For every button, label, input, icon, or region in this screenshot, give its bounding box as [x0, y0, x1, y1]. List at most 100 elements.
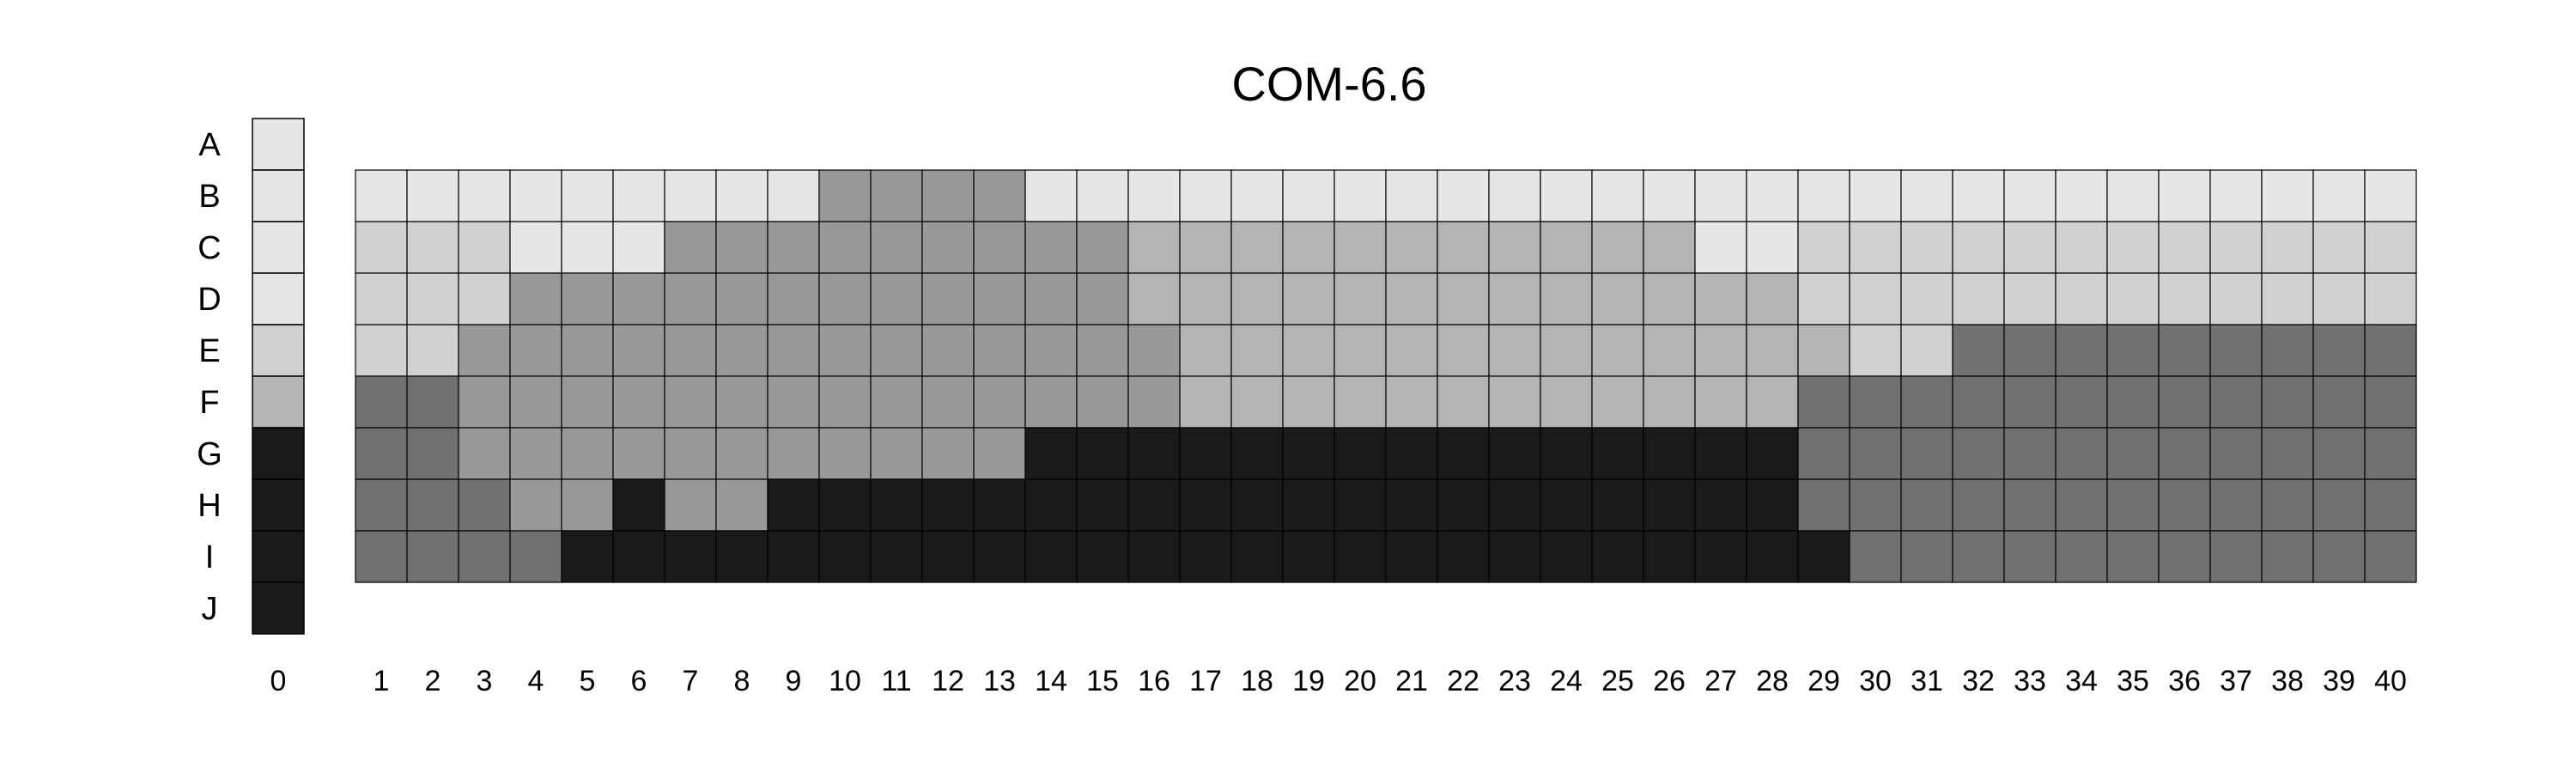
cell-c-7	[664, 221, 717, 274]
cell-f-32	[1952, 375, 2005, 429]
cell-g-26	[1643, 427, 1696, 480]
cell-i-12	[921, 530, 975, 583]
cell-b-35	[2106, 169, 2160, 222]
cell-i-28	[1746, 530, 1799, 583]
cell-g-19	[1282, 427, 1335, 480]
cell-d-28	[1746, 272, 1799, 326]
cell-f-13	[973, 375, 1026, 429]
cell-g-9	[767, 427, 820, 480]
cell-c-20	[1334, 221, 1387, 274]
cell-b-22	[1437, 169, 1490, 222]
row-label-c: C	[197, 230, 221, 266]
cell-b-40	[2364, 169, 2417, 222]
column-label-39: 39	[2323, 665, 2355, 697]
cell-d-31	[1900, 272, 1953, 326]
cell-c-29	[1797, 221, 1850, 274]
cell-e-21	[1385, 324, 1438, 377]
cell-e-40	[2364, 324, 2417, 377]
cell-b-20	[1334, 169, 1387, 222]
cell-i-10	[818, 530, 872, 583]
index-cell-d	[252, 272, 305, 326]
index-column	[252, 118, 305, 635]
cell-h-3	[458, 478, 511, 532]
column-label-0: 0	[270, 665, 287, 697]
cell-c-14	[1024, 221, 1078, 274]
cell-f-8	[715, 375, 769, 429]
cell-h-30	[1849, 478, 1902, 532]
column-label-40: 40	[2374, 665, 2407, 697]
cell-b-15	[1076, 169, 1129, 222]
cell-c-27	[1694, 221, 1747, 274]
cell-b-2	[406, 169, 459, 222]
column-label-8: 8	[734, 665, 750, 697]
column-label-17: 17	[1189, 665, 1222, 697]
cell-f-12	[921, 375, 975, 429]
column-label-36: 36	[2168, 665, 2201, 697]
column-label-20: 20	[1344, 665, 1376, 697]
cell-d-35	[2106, 272, 2160, 326]
column-label-26: 26	[1653, 665, 1686, 697]
cell-h-36	[2158, 478, 2211, 532]
cell-i-40	[2364, 530, 2417, 583]
cell-h-32	[1952, 478, 2005, 532]
cell-e-35	[2106, 324, 2160, 377]
cell-f-9	[767, 375, 820, 429]
cell-i-32	[1952, 530, 2005, 583]
cell-e-18	[1230, 324, 1284, 377]
cell-c-11	[870, 221, 923, 274]
cell-e-38	[2261, 324, 2314, 377]
column-label-18: 18	[1241, 665, 1273, 697]
row-label-d: D	[197, 282, 221, 318]
cell-i-29	[1797, 530, 1850, 583]
cell-g-22	[1437, 427, 1490, 480]
cell-d-20	[1334, 272, 1387, 326]
cell-i-17	[1179, 530, 1232, 583]
column-label-3: 3	[477, 665, 493, 697]
row-label-g: G	[197, 436, 222, 472]
cell-f-15	[1076, 375, 1129, 429]
cell-h-15	[1076, 478, 1129, 532]
index-cell-c	[252, 221, 305, 274]
cell-f-38	[2261, 375, 2314, 429]
cell-h-31	[1900, 478, 1953, 532]
cell-h-40	[2364, 478, 2417, 532]
cell-e-10	[818, 324, 872, 377]
cell-i-31	[1900, 530, 1953, 583]
cell-c-21	[1385, 221, 1438, 274]
cell-h-13	[973, 478, 1026, 532]
cell-f-7	[664, 375, 717, 429]
cell-c-38	[2261, 221, 2314, 274]
cell-b-31	[1900, 169, 1953, 222]
cell-h-38	[2261, 478, 2314, 532]
column-label-38: 38	[2271, 665, 2304, 697]
cell-h-10	[818, 478, 872, 532]
cell-g-34	[2055, 427, 2108, 480]
cell-i-4	[509, 530, 562, 583]
cell-i-8	[715, 530, 769, 583]
cell-e-23	[1488, 324, 1541, 377]
cell-b-6	[612, 169, 665, 222]
cell-b-37	[2209, 169, 2263, 222]
cell-f-35	[2106, 375, 2160, 429]
cell-b-25	[1591, 169, 1644, 222]
cell-i-9	[767, 530, 820, 583]
cell-c-26	[1643, 221, 1696, 274]
cell-c-16	[1127, 221, 1181, 274]
cell-d-36	[2158, 272, 2211, 326]
cell-g-38	[2261, 427, 2314, 480]
cell-d-13	[973, 272, 1026, 326]
cell-c-12	[921, 221, 975, 274]
cell-e-33	[2003, 324, 2057, 377]
column-label-24: 24	[1550, 665, 1583, 697]
cell-h-17	[1179, 478, 1232, 532]
cell-d-19	[1282, 272, 1335, 326]
cell-c-8	[715, 221, 769, 274]
cell-g-27	[1694, 427, 1747, 480]
cell-h-2	[406, 478, 459, 532]
cell-i-38	[2261, 530, 2314, 583]
cell-e-12	[921, 324, 975, 377]
cell-i-33	[2003, 530, 2057, 583]
cell-g-28	[1746, 427, 1799, 480]
cell-i-22	[1437, 530, 1490, 583]
